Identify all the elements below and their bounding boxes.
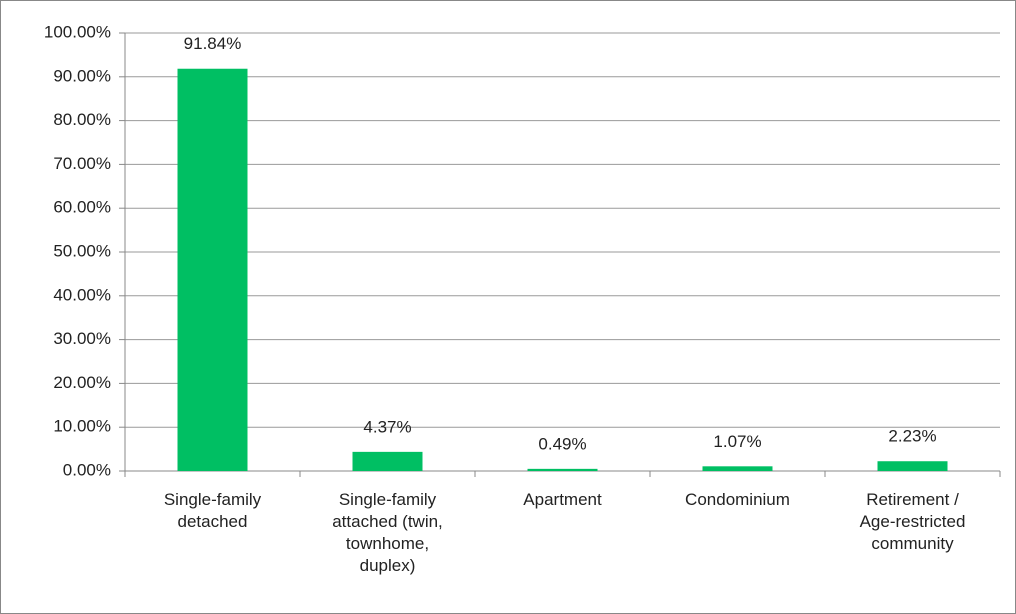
x-tick-label-box: Retirement / Age-restricted community [859,490,966,553]
data-label: 4.37% [363,417,411,436]
x-tick-label-box: Single-family detached [163,490,262,531]
y-tick-label: 20.00% [53,373,111,392]
x-tick-label-box: Single-family attached (twin, townhome, … [332,490,443,575]
bar [352,451,423,471]
y-tick-label: 40.00% [53,285,111,304]
x-tick-label: Condominium [685,490,790,509]
x-tick-label-box: Apartment [523,490,602,509]
y-tick-label: 80.00% [53,110,111,129]
y-tick-label: 0.00% [63,460,111,479]
data-label: 2.23% [888,427,936,446]
data-label: 1.07% [713,432,761,451]
y-tick-label: 10.00% [53,417,111,436]
bar [877,461,948,471]
x-tick-label: Retirement / Age-restricted community [859,490,966,553]
bar [177,68,248,472]
data-label: 0.49% [538,434,586,453]
y-tick-label: 30.00% [53,329,111,348]
y-tick-label: 90.00% [53,66,111,85]
data-label: 91.84% [184,34,242,53]
x-tick-label: Apartment [523,490,602,509]
y-tick-label: 60.00% [53,198,111,217]
y-tick-label: 50.00% [53,241,111,260]
bar [702,466,773,471]
y-tick-label: 100.00% [44,22,111,41]
x-tick-label: Single-family detached [163,490,262,531]
bar [527,468,598,471]
x-tick-label: Single-family attached (twin, townhome, … [332,490,443,575]
y-tick-label: 70.00% [53,154,111,173]
x-tick-label-box: Condominium [685,490,790,509]
